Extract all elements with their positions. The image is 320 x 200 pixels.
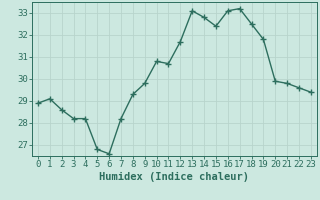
X-axis label: Humidex (Indice chaleur): Humidex (Indice chaleur) <box>100 172 249 182</box>
